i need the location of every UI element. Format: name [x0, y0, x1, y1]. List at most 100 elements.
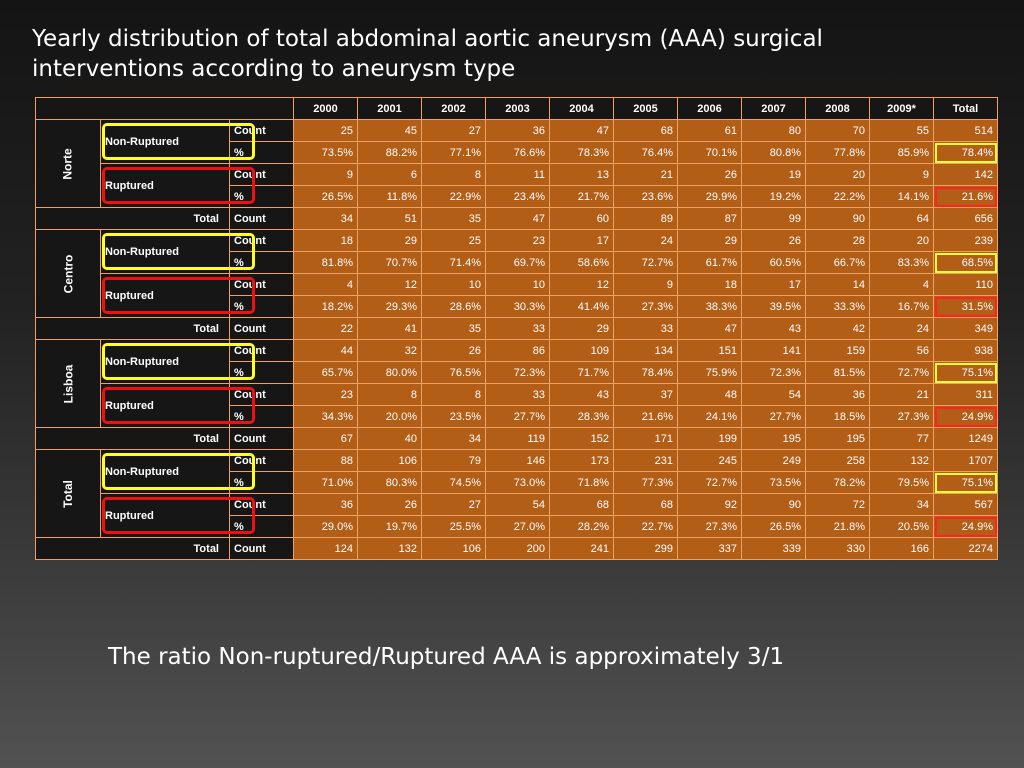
- total-cell: 199: [677, 427, 742, 450]
- data-cell: 76.5%: [421, 361, 486, 384]
- data-cell: 24.9%: [933, 515, 998, 538]
- total-cell: 124: [293, 537, 358, 560]
- type-name: Non-Ruptured: [105, 135, 179, 148]
- table-row: % 26.5% 11.8% 22.9% 23.4% 21.7% 23.6% 29.9% 19.2…: [36, 185, 998, 208]
- data-cell: 79.5%: [869, 471, 934, 494]
- data-cell: 20.0%: [357, 405, 422, 428]
- data-cell: 75.9%: [677, 361, 742, 384]
- data-cell: 173: [549, 449, 614, 472]
- data-cell: 80.0%: [357, 361, 422, 384]
- data-cell: 80.8%: [741, 141, 806, 164]
- data-cell: 146: [485, 449, 550, 472]
- non-ruptured-label: Non-Ruptured: [100, 339, 255, 384]
- data-cell: 132: [869, 449, 934, 472]
- data-cell: 71.4%: [421, 251, 486, 274]
- data-cell: 81.8%: [293, 251, 358, 274]
- total-cell: 90: [805, 207, 870, 230]
- data-cell: 44: [293, 339, 358, 362]
- data-cell: 36: [485, 119, 550, 142]
- data-cell: 75.1%: [933, 361, 998, 384]
- data-cell: 71.0%: [293, 471, 358, 494]
- data-cell: 159: [805, 339, 870, 362]
- data-cell: 68: [613, 119, 678, 142]
- data-cell: 72.7%: [677, 471, 742, 494]
- total-cell: 60: [549, 207, 614, 230]
- data-cell: 76.4%: [613, 141, 678, 164]
- total-cell: 1249: [933, 427, 998, 450]
- data-cell: 25: [293, 119, 358, 142]
- data-cell: 80: [741, 119, 806, 142]
- table-row: % 18.2% 29.3% 28.6% 30.3% 41.4% 27.3% 38.3% 39.5…: [36, 295, 998, 318]
- total-cell: 33: [613, 317, 678, 340]
- data-cell: 80.3%: [357, 471, 422, 494]
- data-cell: 70.7%: [357, 251, 422, 274]
- data-cell: 8: [421, 163, 486, 186]
- data-cell: 311: [933, 383, 998, 406]
- data-cell: 258: [805, 449, 870, 472]
- data-cell: 142: [933, 163, 998, 186]
- total-cell: 166: [869, 537, 934, 560]
- data-cell: 28.6%: [421, 295, 486, 318]
- data-cell: 18.2%: [293, 295, 358, 318]
- data-cell: 938: [933, 339, 998, 362]
- data-cell: 23: [293, 383, 358, 406]
- data-cell: 77.1%: [421, 141, 486, 164]
- measure-label: Count: [229, 449, 294, 472]
- column-header: 2000: [293, 97, 358, 120]
- table-row: Norte Non-Ruptured Count 25 45 27 36 47 68 61 80 70…: [35, 119, 998, 208]
- data-cell: 78.2%: [805, 471, 870, 494]
- header-blank-cell: [35, 97, 294, 120]
- data-cell: 19.2%: [741, 185, 806, 208]
- measure-label: Count: [229, 317, 294, 340]
- measure-label: Count: [229, 427, 294, 450]
- data-cell: 27.0%: [485, 515, 550, 538]
- data-cell: 21.7%: [549, 185, 614, 208]
- data-cell: 92: [677, 493, 742, 516]
- data-cell: 29: [677, 229, 742, 252]
- data-cell: 45: [357, 119, 422, 142]
- data-cell: 36: [293, 493, 358, 516]
- type-name: Non-Ruptured: [105, 465, 179, 478]
- table-row: Ruptured Count 36 26 27 54 68 68 92 90 72 34 567: [36, 493, 998, 538]
- column-header: 2001: [357, 97, 422, 120]
- ruptured-label: Ruptured: [100, 493, 255, 538]
- data-cell: 78.4%: [613, 361, 678, 384]
- data-cell: 567: [933, 493, 998, 516]
- data-cell: 88: [293, 449, 358, 472]
- ratio-caption: The ratio Non-ruptured/Ruptured AAA is a…: [108, 644, 785, 670]
- total-cell: 22: [293, 317, 358, 340]
- total-cell: 106: [421, 537, 486, 560]
- data-cell: 6: [357, 163, 422, 186]
- type-name: Ruptured: [105, 179, 154, 192]
- measure-label: %: [229, 295, 294, 318]
- data-cell: 33: [485, 383, 550, 406]
- data-cell: 68: [549, 493, 614, 516]
- data-cell: 14: [805, 273, 870, 296]
- data-cell: 71.7%: [549, 361, 614, 384]
- column-header: 2003: [485, 97, 550, 120]
- region-label: Lisboa: [35, 339, 101, 428]
- data-cell: 72.3%: [485, 361, 550, 384]
- data-cell: 86: [485, 339, 550, 362]
- data-cell: 106: [357, 449, 422, 472]
- data-cell: 239: [933, 229, 998, 252]
- measure-label: %: [229, 361, 294, 384]
- data-cell: 21: [869, 383, 934, 406]
- data-cell: 65.7%: [293, 361, 358, 384]
- column-header: Total: [933, 97, 998, 120]
- total-cell: 29: [549, 317, 614, 340]
- type-name: Non-Ruptured: [105, 245, 179, 258]
- total-row: Total Count 67 40 34 119 152 171 199 195 195 77 1249: [35, 427, 998, 450]
- total-cell: 77: [869, 427, 934, 450]
- data-cell: 78.4%: [933, 141, 998, 164]
- data-cell: 71.8%: [549, 471, 614, 494]
- region-name: Centro: [60, 254, 75, 293]
- data-cell: 19: [741, 163, 806, 186]
- total-row: Total Count 22 41 35 33 29 33 47 43 42 24 349: [35, 317, 998, 340]
- data-cell: 29.3%: [357, 295, 422, 318]
- data-cell: 9: [613, 273, 678, 296]
- total-cell: 47: [485, 207, 550, 230]
- data-cell: 74.5%: [421, 471, 486, 494]
- column-header: 2004: [549, 97, 614, 120]
- non-ruptured-label: Non-Ruptured: [100, 449, 255, 494]
